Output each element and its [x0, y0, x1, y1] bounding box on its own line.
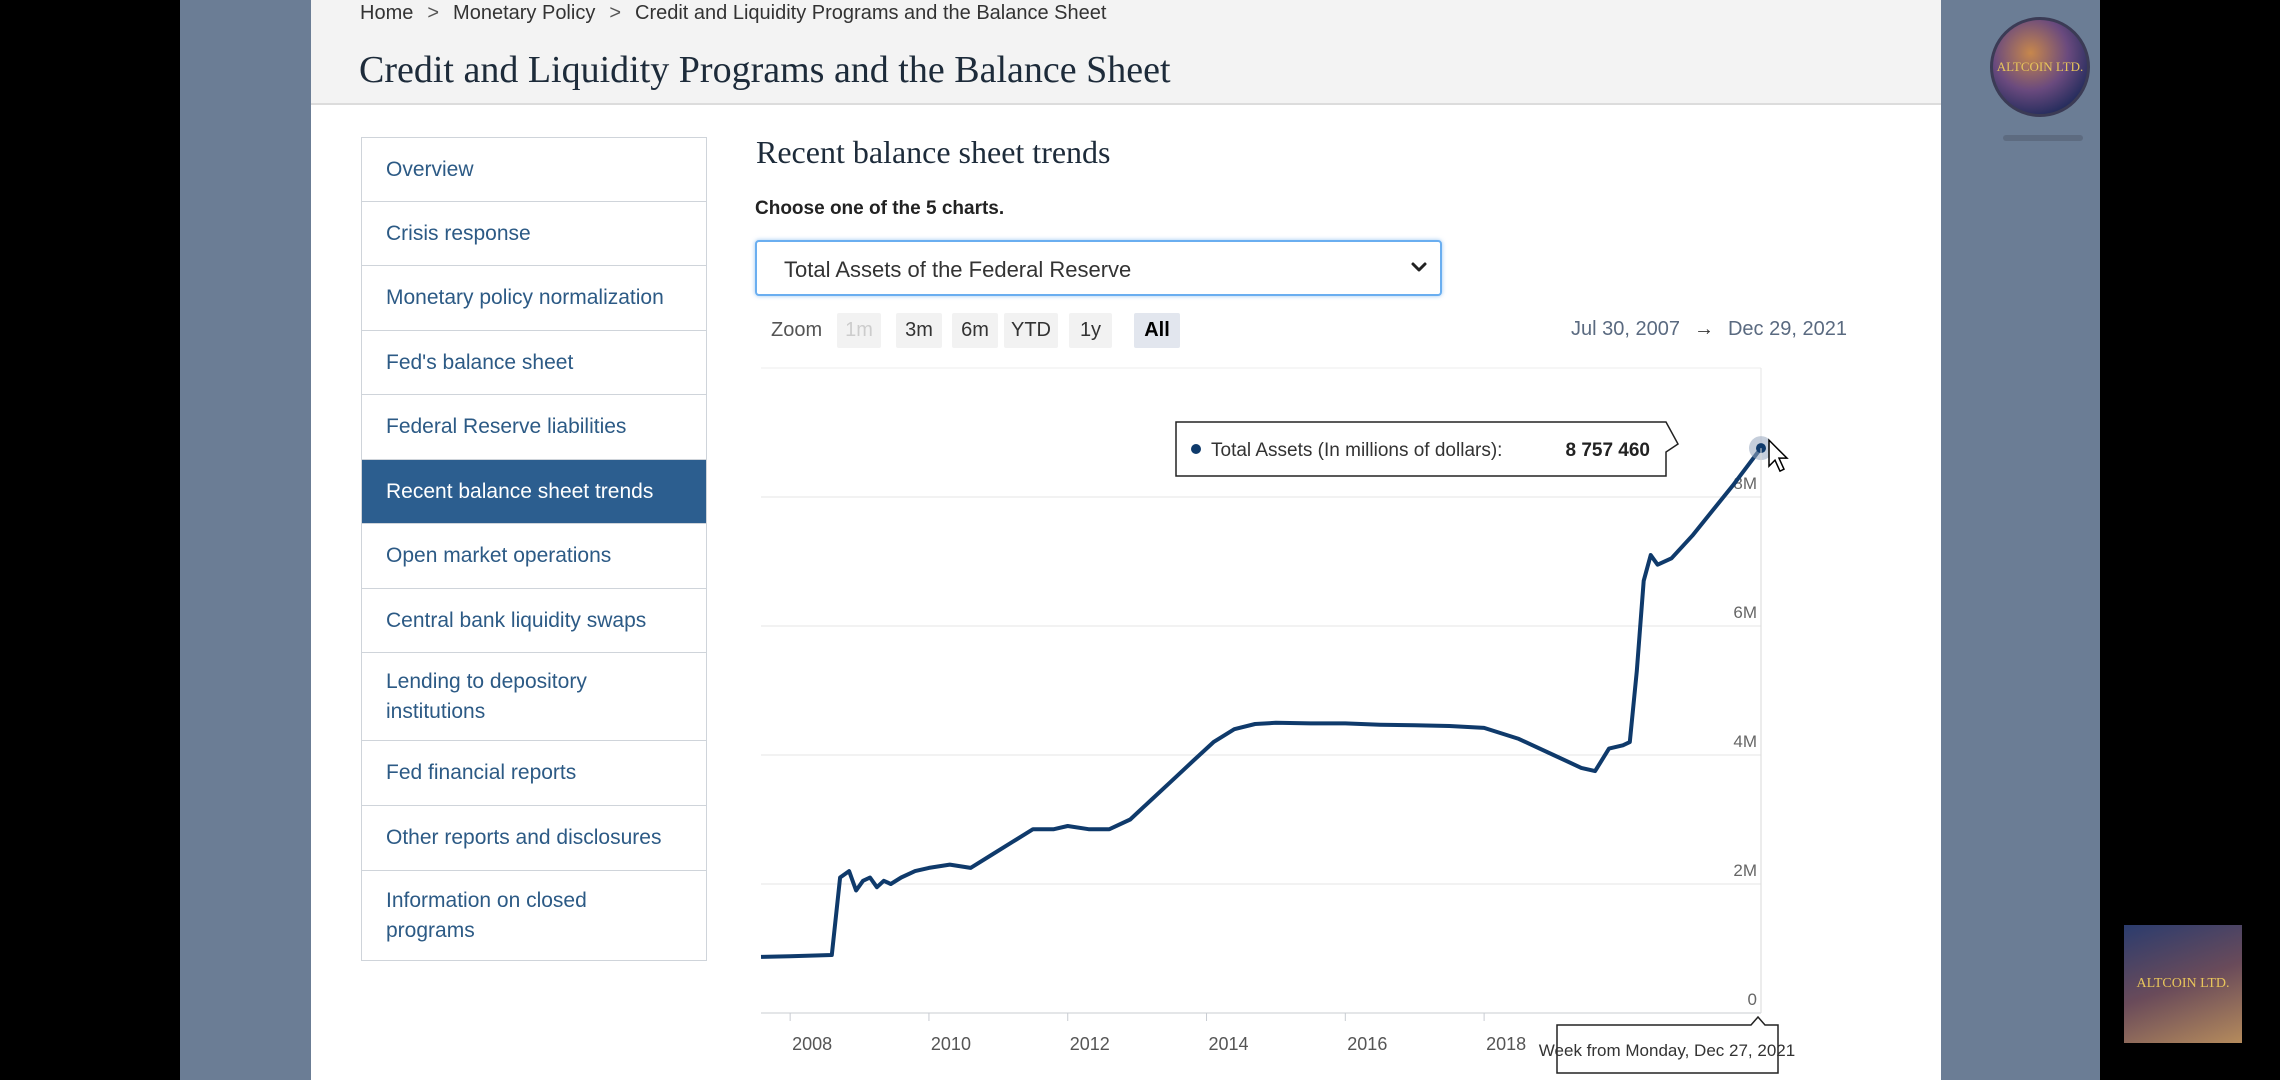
y-tick-label: 2M: [1733, 861, 1757, 880]
sidebar-item[interactable]: Information on closed programs: [362, 871, 706, 961]
x-axis-tooltip: Week from Monday, Dec 27, 2021: [1539, 1015, 1795, 1074]
sidebar-item[interactable]: Other reports and disclosures: [362, 806, 706, 871]
series-tooltip: Total Assets (In millions of dollars): 8 …: [1175, 421, 1679, 477]
sidebar-item[interactable]: Central bank liquidity swaps: [362, 589, 706, 653]
date-range: Jul 30, 2007 → Dec 29, 2021: [1571, 318, 1847, 341]
y-tick-label: 0: [1748, 990, 1757, 1009]
sidebar-item[interactable]: Monetary policy normalization: [362, 266, 706, 331]
channel-logo-round: ALTCOIN LTD.: [1990, 17, 2090, 117]
y-tick-label: 6M: [1733, 603, 1757, 622]
x-tooltip-text: Week from Monday, Dec 27, 2021: [1539, 1041, 1795, 1060]
chart-select-dropdown[interactable]: Total Assets of the Federal Reserve: [755, 240, 1442, 296]
chart-chooser-label: Choose one of the 5 charts.: [755, 198, 1005, 219]
sidebar-item[interactable]: Fed financial reports: [362, 741, 706, 806]
sidebar-item-label: Overview: [386, 157, 474, 181]
x-tick-label: 2008: [792, 1034, 832, 1054]
tooltip-value: 8 757 460: [1565, 440, 1650, 461]
sidebar-item-label: Recent balance sheet trends: [386, 479, 654, 503]
channel-logo-text: ALTCOIN LTD.: [2136, 976, 2230, 991]
sidebar-item[interactable]: Federal Reserve liabilities: [362, 395, 706, 460]
channel-logo-square: ALTCOIN LTD.: [2124, 925, 2242, 1043]
sidebar-item[interactable]: Crisis response: [362, 202, 706, 266]
x-tick-label: 2012: [1070, 1034, 1110, 1054]
zoom-button[interactable]: YTD: [1004, 313, 1058, 348]
sidebar-item-label: Open market operations: [386, 544, 612, 567]
y-tick-label: 4M: [1733, 732, 1757, 751]
arrow-right-icon: →: [1693, 318, 1714, 340]
zoom-button[interactable]: 1y: [1069, 313, 1112, 348]
breadcrumb-separator: >: [427, 2, 440, 24]
sidebar-item-label: Monetary policy normalization: [386, 286, 664, 309]
tooltip-box: [1175, 421, 1679, 477]
sidebar-nav: Overview Crisis response Monetary policy n…: [361, 137, 707, 961]
web-page: Home > Monetary Policy > Credit and Liquidit…: [311, 0, 1941, 1080]
zoom-button[interactable]: 6m: [952, 313, 998, 348]
logo-shadow: [2003, 135, 2083, 141]
sidebar-item-label: Information on closed programs: [386, 888, 587, 942]
chevron-down-icon: [1411, 262, 1427, 272]
breadcrumb-separator: >: [609, 2, 622, 24]
channel-logo-text: ALTCOIN LTD.: [1996, 59, 2084, 74]
sidebar-item[interactable]: Fed's balance sheet: [362, 331, 706, 395]
date-range-to-input[interactable]: Dec 29, 2021: [1727, 318, 1847, 340]
sidebar-item[interactable]: Open market operations: [362, 524, 706, 589]
sidebar-item-label: Central bank liquidity swaps: [386, 608, 647, 632]
breadcrumb: Home > Monetary Policy > Credit and Liquidit…: [360, 2, 1106, 25]
sidebar-item-label: Lending to depository institutions: [386, 669, 587, 723]
breadcrumb-home-link[interactable]: Home: [360, 2, 414, 24]
page-header: Home > Monetary Policy > Credit and Liquidit…: [311, 0, 1941, 105]
mouse-cursor-icon: [1768, 438, 1789, 473]
sidebar-item-label: Other reports and disclosures: [386, 826, 662, 849]
series-line-total-assets: [760, 446, 1763, 959]
x-tick-label: 2010: [931, 1034, 971, 1054]
page-title: Credit and Liquidity Programs and the Ba…: [359, 49, 1171, 91]
zoom-button: 1m: [837, 313, 881, 348]
tooltip-series-dot: [1191, 444, 1201, 454]
sidebar-item-label: Fed's balance sheet: [386, 350, 574, 374]
zoom-button[interactable]: All: [1134, 313, 1180, 348]
sidebar-item[interactable]: Lending to depository institutions: [362, 653, 706, 741]
sidebar-item-label: Federal Reserve liabilities: [386, 415, 627, 438]
zoom-label: Zoom: [771, 319, 823, 341]
breadcrumb-current: Credit and Liquidity Programs and the Ba…: [635, 2, 1107, 24]
x-tick-label: 2014: [1209, 1034, 1249, 1054]
x-tooltip-box: [1556, 1015, 1779, 1074]
tooltip-label: Total Assets (In millions of dollars):: [1211, 440, 1502, 461]
sidebar-item[interactable]: Overview: [362, 138, 706, 202]
chart-select-value: Total Assets of the Federal Reserve: [784, 257, 1132, 282]
sidebar-item[interactable]: Recent balance sheet trends: [362, 460, 706, 524]
x-tick-label: 2016: [1347, 1034, 1387, 1054]
breadcrumb-monetary-policy-link[interactable]: Monetary Policy: [453, 2, 596, 24]
section-title: Recent balance sheet trends: [756, 134, 1111, 170]
zoom-button[interactable]: 3m: [896, 313, 942, 348]
x-tick-label: 2018: [1486, 1034, 1526, 1054]
date-range-from-input[interactable]: Jul 30, 2007: [1571, 318, 1680, 340]
sidebar-item-label: Fed financial reports: [386, 761, 577, 784]
sidebar-item-label: Crisis response: [386, 221, 531, 245]
